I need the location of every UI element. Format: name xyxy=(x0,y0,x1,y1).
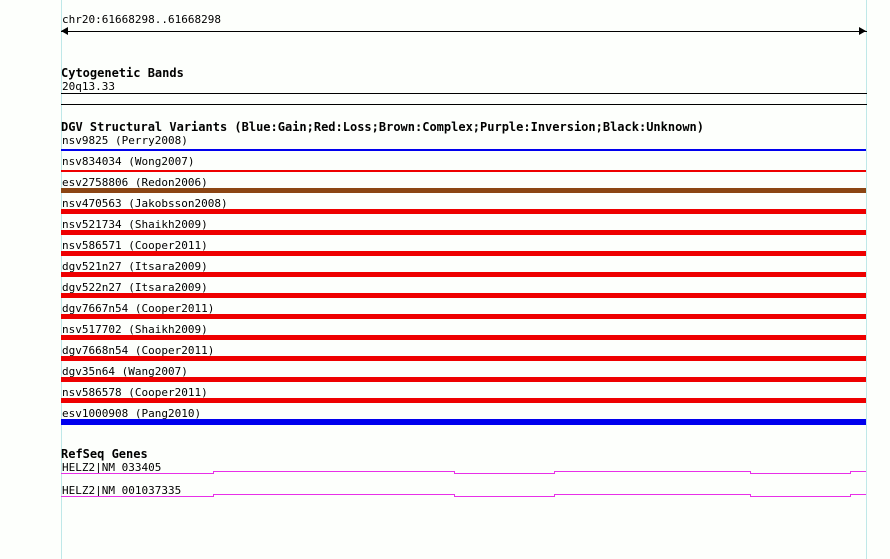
gene-exon-riser xyxy=(750,471,751,474)
gene-exon-riser xyxy=(454,471,455,474)
left-boundary-gridline xyxy=(61,0,62,559)
dgv-feature-label[interactable]: dgv7668n54 (Cooper2011) xyxy=(62,344,215,357)
gene-exon-riser xyxy=(850,471,851,474)
dgv-variant-bar[interactable] xyxy=(61,272,866,277)
cytoband-band-line xyxy=(61,93,867,94)
dgv-variant-bar[interactable] xyxy=(61,377,866,382)
gene-exon-riser xyxy=(213,494,214,497)
dgv-variant-bar[interactable] xyxy=(61,293,866,298)
ruler-arrow-right-icon xyxy=(859,27,866,35)
gene-exon-segment xyxy=(61,473,213,474)
dgv-variant-bar[interactable] xyxy=(61,356,866,361)
dgv-variant-bar[interactable] xyxy=(61,188,866,193)
gene-exon-riser xyxy=(554,471,555,474)
right-boundary-gridline xyxy=(866,0,867,559)
refseq-gene-transcript-line[interactable] xyxy=(61,492,866,502)
dgv-feature-label[interactable]: dgv7667n54 (Cooper2011) xyxy=(62,302,215,315)
refseq-gene-label[interactable]: HELZ2|NM_001037335 xyxy=(62,484,182,497)
track-title-dgv-structural-variants: DGV Structural Variants (Blue:Gain;Red:L… xyxy=(61,120,704,134)
dgv-variant-bar[interactable] xyxy=(61,251,866,256)
dgv-feature-label[interactable]: dgv35n64 (Wang2007) xyxy=(62,365,188,378)
track-title-cytogenetic-bands: Cytogenetic Bands xyxy=(61,66,184,80)
dgv-feature-label[interactable]: nsv586571 (Cooper2011) xyxy=(62,239,208,252)
dgv-variant-bar[interactable] xyxy=(61,419,866,425)
dgv-feature-label[interactable]: nsv9825 (Perry2008) xyxy=(62,134,188,147)
gene-exon-riser xyxy=(850,494,851,497)
locus-label: chr20:61668298..61668298 xyxy=(62,13,221,26)
dgv-feature-label[interactable]: nsv521734 (Shaikh2009) xyxy=(62,218,208,231)
gene-exon-segment xyxy=(554,471,750,472)
dgv-feature-label[interactable]: dgv521n27 (Itsara2009) xyxy=(62,260,208,273)
gene-exon-segment xyxy=(213,471,454,472)
dgv-feature-label[interactable]: nsv834034 (Wong2007) xyxy=(62,155,195,168)
dgv-variant-bar[interactable] xyxy=(61,149,866,151)
refseq-gene-label[interactable]: HELZ2|NM_033405 xyxy=(62,461,162,474)
gene-exon-segment xyxy=(750,496,850,497)
dgv-feature-label[interactable]: nsv470563 (Jakobsson2008) xyxy=(62,197,228,210)
track-title-refseq-genes: RefSeq Genes xyxy=(61,447,148,461)
gene-exon-segment xyxy=(61,496,213,497)
track-separator-line xyxy=(61,104,867,105)
ruler-axis-line xyxy=(61,31,867,32)
dgv-feature-label[interactable]: esv1000908 (Pang2010) xyxy=(62,407,202,420)
dgv-variant-bar[interactable] xyxy=(61,398,866,403)
gene-exon-segment xyxy=(850,471,866,472)
dgv-variant-bar[interactable] xyxy=(61,209,866,214)
dgv-feature-label[interactable]: esv2758806 (Redon2006) xyxy=(62,176,208,189)
gene-exon-segment xyxy=(750,473,850,474)
cytoband-feature-label: 20q13.33 xyxy=(62,80,115,93)
dgv-feature-label[interactable]: nsv517702 (Shaikh2009) xyxy=(62,323,208,336)
gene-exon-riser xyxy=(454,494,455,497)
dgv-feature-label[interactable]: nsv586578 (Cooper2011) xyxy=(62,386,208,399)
gene-exon-riser xyxy=(554,494,555,497)
gene-exon-riser xyxy=(750,494,751,497)
dgv-feature-label[interactable]: dgv522n27 (Itsara2009) xyxy=(62,281,208,294)
gene-exon-segment xyxy=(850,494,866,495)
gene-exon-segment xyxy=(454,496,554,497)
gene-exon-segment xyxy=(554,494,750,495)
dgv-variant-bar[interactable] xyxy=(61,170,866,172)
dgv-variant-bar[interactable] xyxy=(61,230,866,235)
ruler-arrow-left-icon xyxy=(61,27,68,35)
refseq-gene-transcript-line[interactable] xyxy=(61,469,866,479)
gene-exon-segment xyxy=(213,494,454,495)
gene-exon-segment xyxy=(454,473,554,474)
gene-exon-riser xyxy=(213,471,214,474)
dgv-variant-bar[interactable] xyxy=(61,314,866,319)
dgv-variant-bar[interactable] xyxy=(61,335,866,340)
